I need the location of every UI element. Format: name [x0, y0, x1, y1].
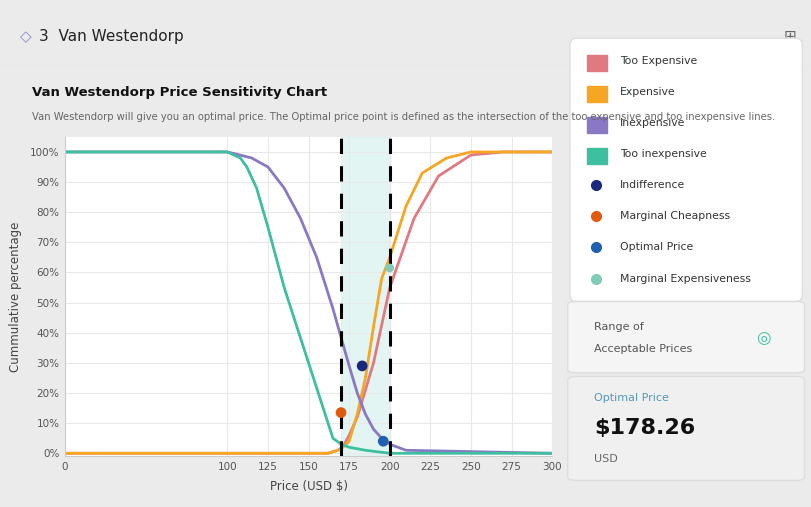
Text: Van Westendorp Price Sensitivity Chart: Van Westendorp Price Sensitivity Chart [32, 86, 327, 99]
Text: 3  Van Westendorp: 3 Van Westendorp [39, 29, 183, 44]
Text: $178.26: $178.26 [594, 418, 694, 439]
Text: Inexpensive: Inexpensive [620, 118, 685, 128]
Bar [341, 137, 389, 456]
Point [376, 437, 389, 445]
Text: ◇: ◇ [20, 29, 32, 44]
Text: USD: USD [594, 454, 617, 464]
Text: Marginal Cheapness: Marginal Cheapness [620, 211, 730, 222]
Text: Marginal Expensiveness: Marginal Expensiveness [620, 274, 750, 283]
Text: Van Westendorp will give you an optimal price. The Optimal price point is define: Van Westendorp will give you an optimal … [32, 112, 775, 122]
Text: ⊞: ⊞ [783, 29, 796, 44]
Text: Expensive: Expensive [620, 87, 676, 97]
Text: ◎: ◎ [755, 330, 770, 347]
Text: Too inexpensive: Too inexpensive [620, 150, 706, 159]
Bar [586, 86, 607, 102]
Text: Indifference: Indifference [620, 180, 684, 190]
FancyBboxPatch shape [567, 302, 804, 373]
Y-axis label: Cummulative percentage: Cummulative percentage [9, 222, 22, 372]
Bar [586, 55, 607, 71]
Text: Optimal Price: Optimal Price [594, 392, 668, 403]
FancyBboxPatch shape [567, 376, 804, 481]
Text: Optimal Price: Optimal Price [620, 242, 693, 252]
Point [334, 409, 347, 417]
Text: Acceptable Prices: Acceptable Prices [594, 344, 692, 354]
Point [383, 264, 396, 272]
FancyBboxPatch shape [569, 38, 801, 302]
Bar [586, 117, 607, 133]
Point [355, 362, 368, 370]
Text: Too Expensive: Too Expensive [620, 56, 697, 66]
Bar [586, 148, 607, 164]
Text: Range of: Range of [594, 322, 643, 332]
X-axis label: Price (USD $): Price (USD $) [269, 480, 347, 493]
